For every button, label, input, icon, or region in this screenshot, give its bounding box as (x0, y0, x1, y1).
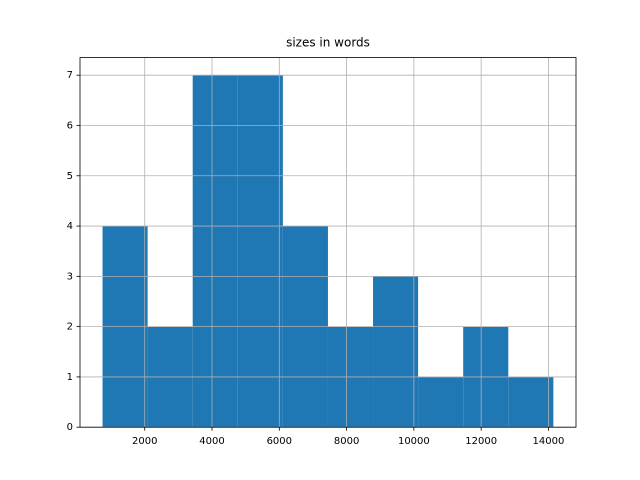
x-tick-label: 8000 (334, 436, 359, 447)
x-tick-label: 2000 (132, 436, 157, 447)
x-tick-label: 14000 (533, 436, 565, 447)
x-tick-label: 6000 (267, 436, 292, 447)
y-tick-label: 6 (67, 120, 73, 131)
y-tick-label: 0 (67, 422, 73, 433)
plot-frame (79, 57, 577, 428)
bar (192, 75, 238, 428)
x-tick-label: 4000 (199, 436, 224, 447)
y-tick-label: 7 (67, 70, 73, 81)
bar (508, 376, 554, 428)
chart-title: sizes in words (286, 36, 370, 50)
bar (418, 376, 464, 428)
x-tick-label: 12000 (465, 436, 497, 447)
bar (373, 276, 419, 428)
bar (237, 75, 283, 428)
y-tick-label: 2 (67, 322, 73, 333)
y-tick-label: 1 (67, 372, 73, 383)
x-tick-label: 10000 (398, 436, 430, 447)
y-tick-label: 3 (67, 271, 73, 282)
y-tick-label: 4 (67, 221, 73, 232)
y-tick-label: 5 (67, 171, 73, 182)
